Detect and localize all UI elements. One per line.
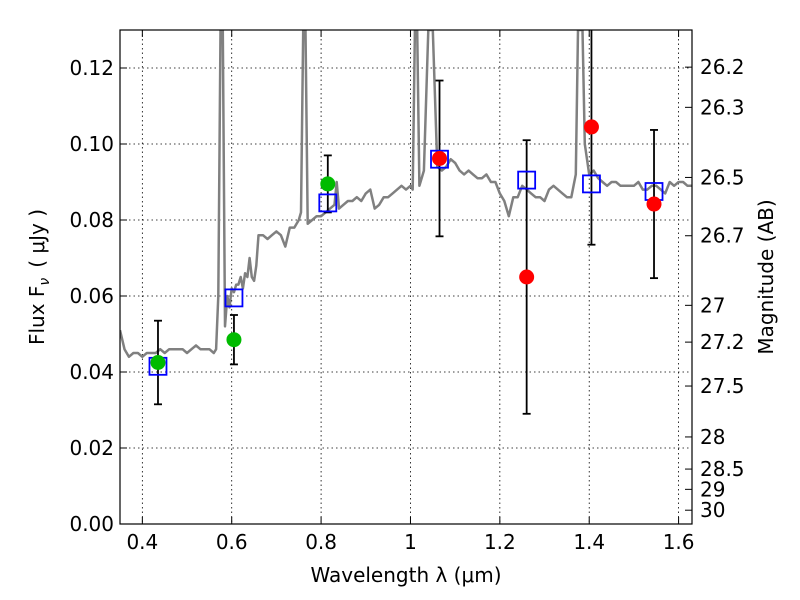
model-square-point	[430, 149, 449, 169]
observed-point	[432, 150, 448, 166]
model-square-point	[224, 288, 244, 308]
y-tick-label: 0.00	[69, 512, 114, 536]
right-tick-label: 28.5	[700, 457, 745, 481]
x-tick-label: 0.4	[126, 530, 158, 554]
x-tick-label: 1.4	[573, 530, 605, 554]
right-tick-label: 30	[700, 498, 725, 522]
y-tick-label: 0.04	[69, 360, 114, 384]
observed-point	[320, 176, 336, 192]
x-tick-label: 0.8	[305, 530, 337, 554]
y-tick-label: 0.10	[69, 132, 114, 156]
y-tick-label: 0.06	[69, 284, 114, 308]
right-tick-label: 26.2	[700, 55, 745, 79]
right-tick-label: 29	[700, 477, 725, 501]
y-axis-title-unit: ( μJy )	[25, 209, 49, 268]
right-tick-label: 28	[700, 425, 725, 449]
observed-point	[519, 269, 535, 285]
y-axis-title-flux: Flux F	[25, 286, 49, 345]
x-tick-label: 1	[404, 530, 417, 554]
x-tick-label: 1.6	[663, 530, 695, 554]
right-tick-label: 27	[700, 293, 725, 317]
observed-point	[646, 196, 662, 212]
model-square-point	[318, 193, 338, 213]
y-axis-title: Flux Fν ( μJy )	[25, 209, 53, 345]
model-square-point	[582, 174, 601, 194]
right-tick-label: 26.3	[700, 95, 745, 119]
right-tick-label: 26.5	[700, 165, 745, 189]
right-tick-label: 26.7	[700, 224, 745, 248]
ticks: 0.4 0.6 0.8 1 1.2 1.4 1.6 0.00 0.02 0.04 0.06 0.08 0…	[69, 30, 745, 554]
observed-point	[226, 332, 242, 348]
x-tick-label: 0.6	[216, 530, 248, 554]
model-square-point	[517, 170, 537, 190]
y-tick-label: 0.02	[69, 436, 114, 460]
plot-frame	[119, 29, 693, 525]
plot-area	[120, 30, 692, 415]
observed-point	[583, 119, 599, 135]
right-tick-label: 27.5	[700, 374, 745, 398]
right-axis-title: Magnitude (AB)	[754, 199, 778, 354]
x-axis-title: Wavelength λ (μm)	[310, 563, 501, 587]
observed-point	[150, 355, 166, 370]
y-tick-label: 0.12	[69, 56, 114, 80]
x-tick-label: 1.2	[484, 530, 516, 554]
right-tick-label: 27.2	[700, 330, 745, 354]
y-tick-label: 0.08	[69, 208, 114, 232]
y-axis-title-subscript: ν	[37, 278, 53, 286]
